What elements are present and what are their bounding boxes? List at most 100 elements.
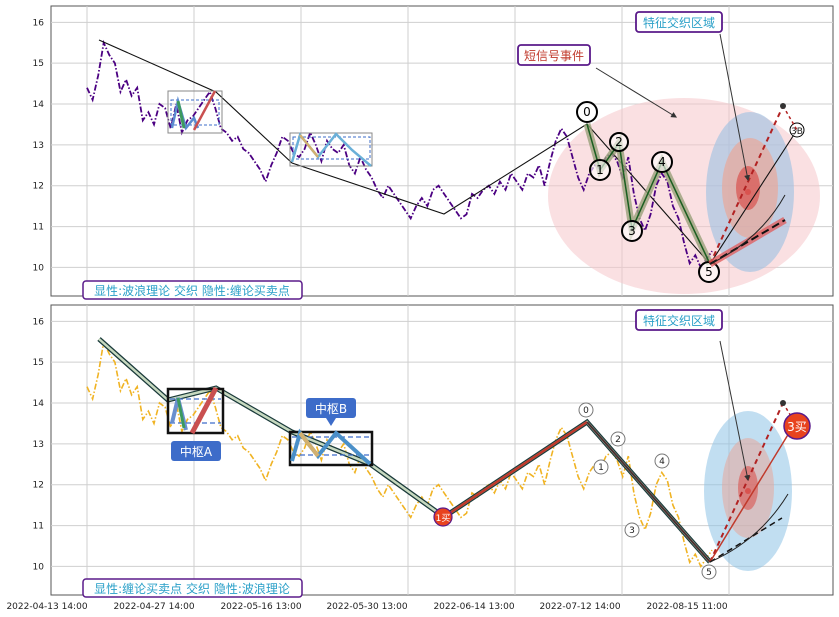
stroke-red-up (443, 420, 588, 519)
pivot-a-green-bottom (176, 397, 186, 429)
pivot-box-a-outer (167, 90, 223, 134)
short-signal-text: 短信号事件 (524, 49, 584, 63)
wave-label-5: 5 (706, 568, 712, 578)
wave-circle-3B (789, 122, 805, 138)
y-tick-label: 14 (33, 399, 45, 409)
pivot-b-box (288, 430, 374, 467)
y-tick-label: 11 (33, 522, 44, 532)
y-tick-label: 14 (33, 100, 45, 110)
short-signal-arrow (595, 67, 678, 118)
projection-point (780, 103, 786, 109)
projection-dashed-bottom (709, 402, 784, 563)
buy-point-3: 3买 (783, 412, 811, 440)
wave-circle-1 (589, 159, 611, 181)
y-tick-label: 13 (33, 141, 44, 151)
buy-point-1: 1买 (433, 507, 453, 527)
projection-center-dot (745, 189, 751, 195)
region-arrow-bottom (719, 340, 750, 482)
price-series-gold (86, 339, 713, 569)
wave-circle-0 (578, 402, 594, 418)
wave-label-0: 0 (583, 105, 591, 119)
wave-labels-bottom: 0 1 2 3 4 5 (578, 402, 717, 580)
x-tick-label: 2022-06-14 13:00 (433, 602, 514, 612)
legend-bottom-text: 显性:缠论买卖点 交织 隐性:波浪理论 (94, 581, 290, 596)
x-tick-label: 2022-08-15 11:00 (646, 602, 727, 612)
pivot-a-label-text: 中枢A (180, 444, 213, 459)
wave-circle-2 (610, 431, 626, 447)
pivot-b-label-text: 中枢B (315, 401, 347, 416)
pivot-b-tan-bottom (298, 431, 320, 458)
y-tick-label: 10 (33, 263, 45, 273)
short-signal-callout: 短信号事件 (517, 44, 678, 118)
wave-circle-4 (651, 151, 673, 173)
wave-circle-3 (624, 522, 640, 538)
x-tick-label: 2022-04-27 14:00 (113, 602, 194, 612)
wave-circle-4 (654, 453, 670, 469)
projection-dashed-black-bottom (709, 517, 783, 563)
pivot-box-b-inner (292, 136, 371, 160)
legend-top-box (82, 280, 303, 300)
region-text-bottom: 特征交织区域 (643, 313, 715, 328)
region-arrow-top (719, 33, 751, 182)
stroke-down (586, 421, 711, 563)
projection-dashed (709, 105, 784, 265)
legend-bottom-box (82, 578, 303, 598)
x-tick-label: 2022-04-13 14:00 (6, 602, 87, 612)
region-callout-bottom: 特征交织区域 (635, 309, 750, 482)
y-tick-label: 10 (33, 562, 45, 572)
x-axis-ticks: 2022-04-13 14:00 2022-04-27 14:00 2022-05-… (6, 602, 727, 612)
wave-label-2: 2 (615, 435, 621, 445)
wave-circle-3 (621, 220, 643, 242)
pivot-b-line (290, 132, 372, 167)
projection-curve-bottom (709, 493, 789, 563)
pivot-a-box (166, 387, 225, 435)
pivot-b-label-pointer (326, 418, 336, 426)
x-tick-label: 2022-07-12 14:00 (539, 602, 620, 612)
wave-circle-5 (701, 564, 717, 580)
buy-point-1-circle (433, 507, 453, 527)
y-tick-label: 16 (33, 18, 45, 28)
pivot-a-green (176, 100, 186, 129)
panel-top-yticks: 10 11 12 13 14 15 16 (33, 18, 45, 273)
projection-center-dot-bottom (745, 488, 751, 494)
wave-label-0: 0 (583, 406, 589, 416)
projection-point-bottom (780, 400, 786, 406)
projection-dashed-black (709, 219, 786, 265)
projection-dashed-b (782, 105, 798, 131)
wave-labels-top: 0 12 3 4 5 3B (576, 101, 805, 283)
short-signal-box (517, 44, 591, 66)
wave-label-4: 4 (658, 155, 666, 169)
y-tick-label: 12 (33, 481, 44, 491)
region-box-top (635, 11, 723, 33)
y-tick-label: 13 (33, 440, 44, 450)
y-tick-label: 11 (33, 223, 44, 233)
pivot-a-label-box (171, 441, 221, 461)
wave-label-2: 2 (615, 135, 623, 149)
pivot-a-label: 中枢A (171, 441, 221, 461)
projection-curve (709, 194, 786, 265)
region-text-top: 特征交织区域 (643, 15, 715, 30)
projection-solid-bottom (709, 419, 798, 563)
wave-label-3: 3 (629, 526, 635, 536)
wave-label-1: 1 (596, 163, 604, 177)
panel-bottom-yticks: 10 11 12 13 14 15 16 (33, 317, 45, 572)
pivot-a-blue (170, 96, 200, 131)
x-tick-label: 2022-05-30 13:00 (326, 602, 407, 612)
wave-circle-2 (609, 132, 629, 152)
pivot-a-red-bottom (189, 386, 219, 435)
pivot-box-b-outer (289, 132, 373, 167)
y-tick-label: 12 (33, 182, 44, 192)
wave-label-1: 1 (598, 463, 604, 473)
region-callout-top: 特征交织区域 (635, 11, 751, 182)
wave-circle-1 (593, 459, 609, 475)
buy-point-3-circle (783, 412, 811, 440)
region-box-bottom (635, 309, 723, 331)
pivot-a-red (192, 90, 217, 131)
y-tick-label: 16 (33, 317, 45, 327)
y-tick-label: 15 (33, 59, 44, 69)
buy-point-1-text: 1买 (436, 513, 451, 524)
wave-label-5: 5 (705, 265, 713, 279)
legend-top-text: 显性:波浪理论 交织 隐性:缠论买卖点 (94, 283, 290, 298)
